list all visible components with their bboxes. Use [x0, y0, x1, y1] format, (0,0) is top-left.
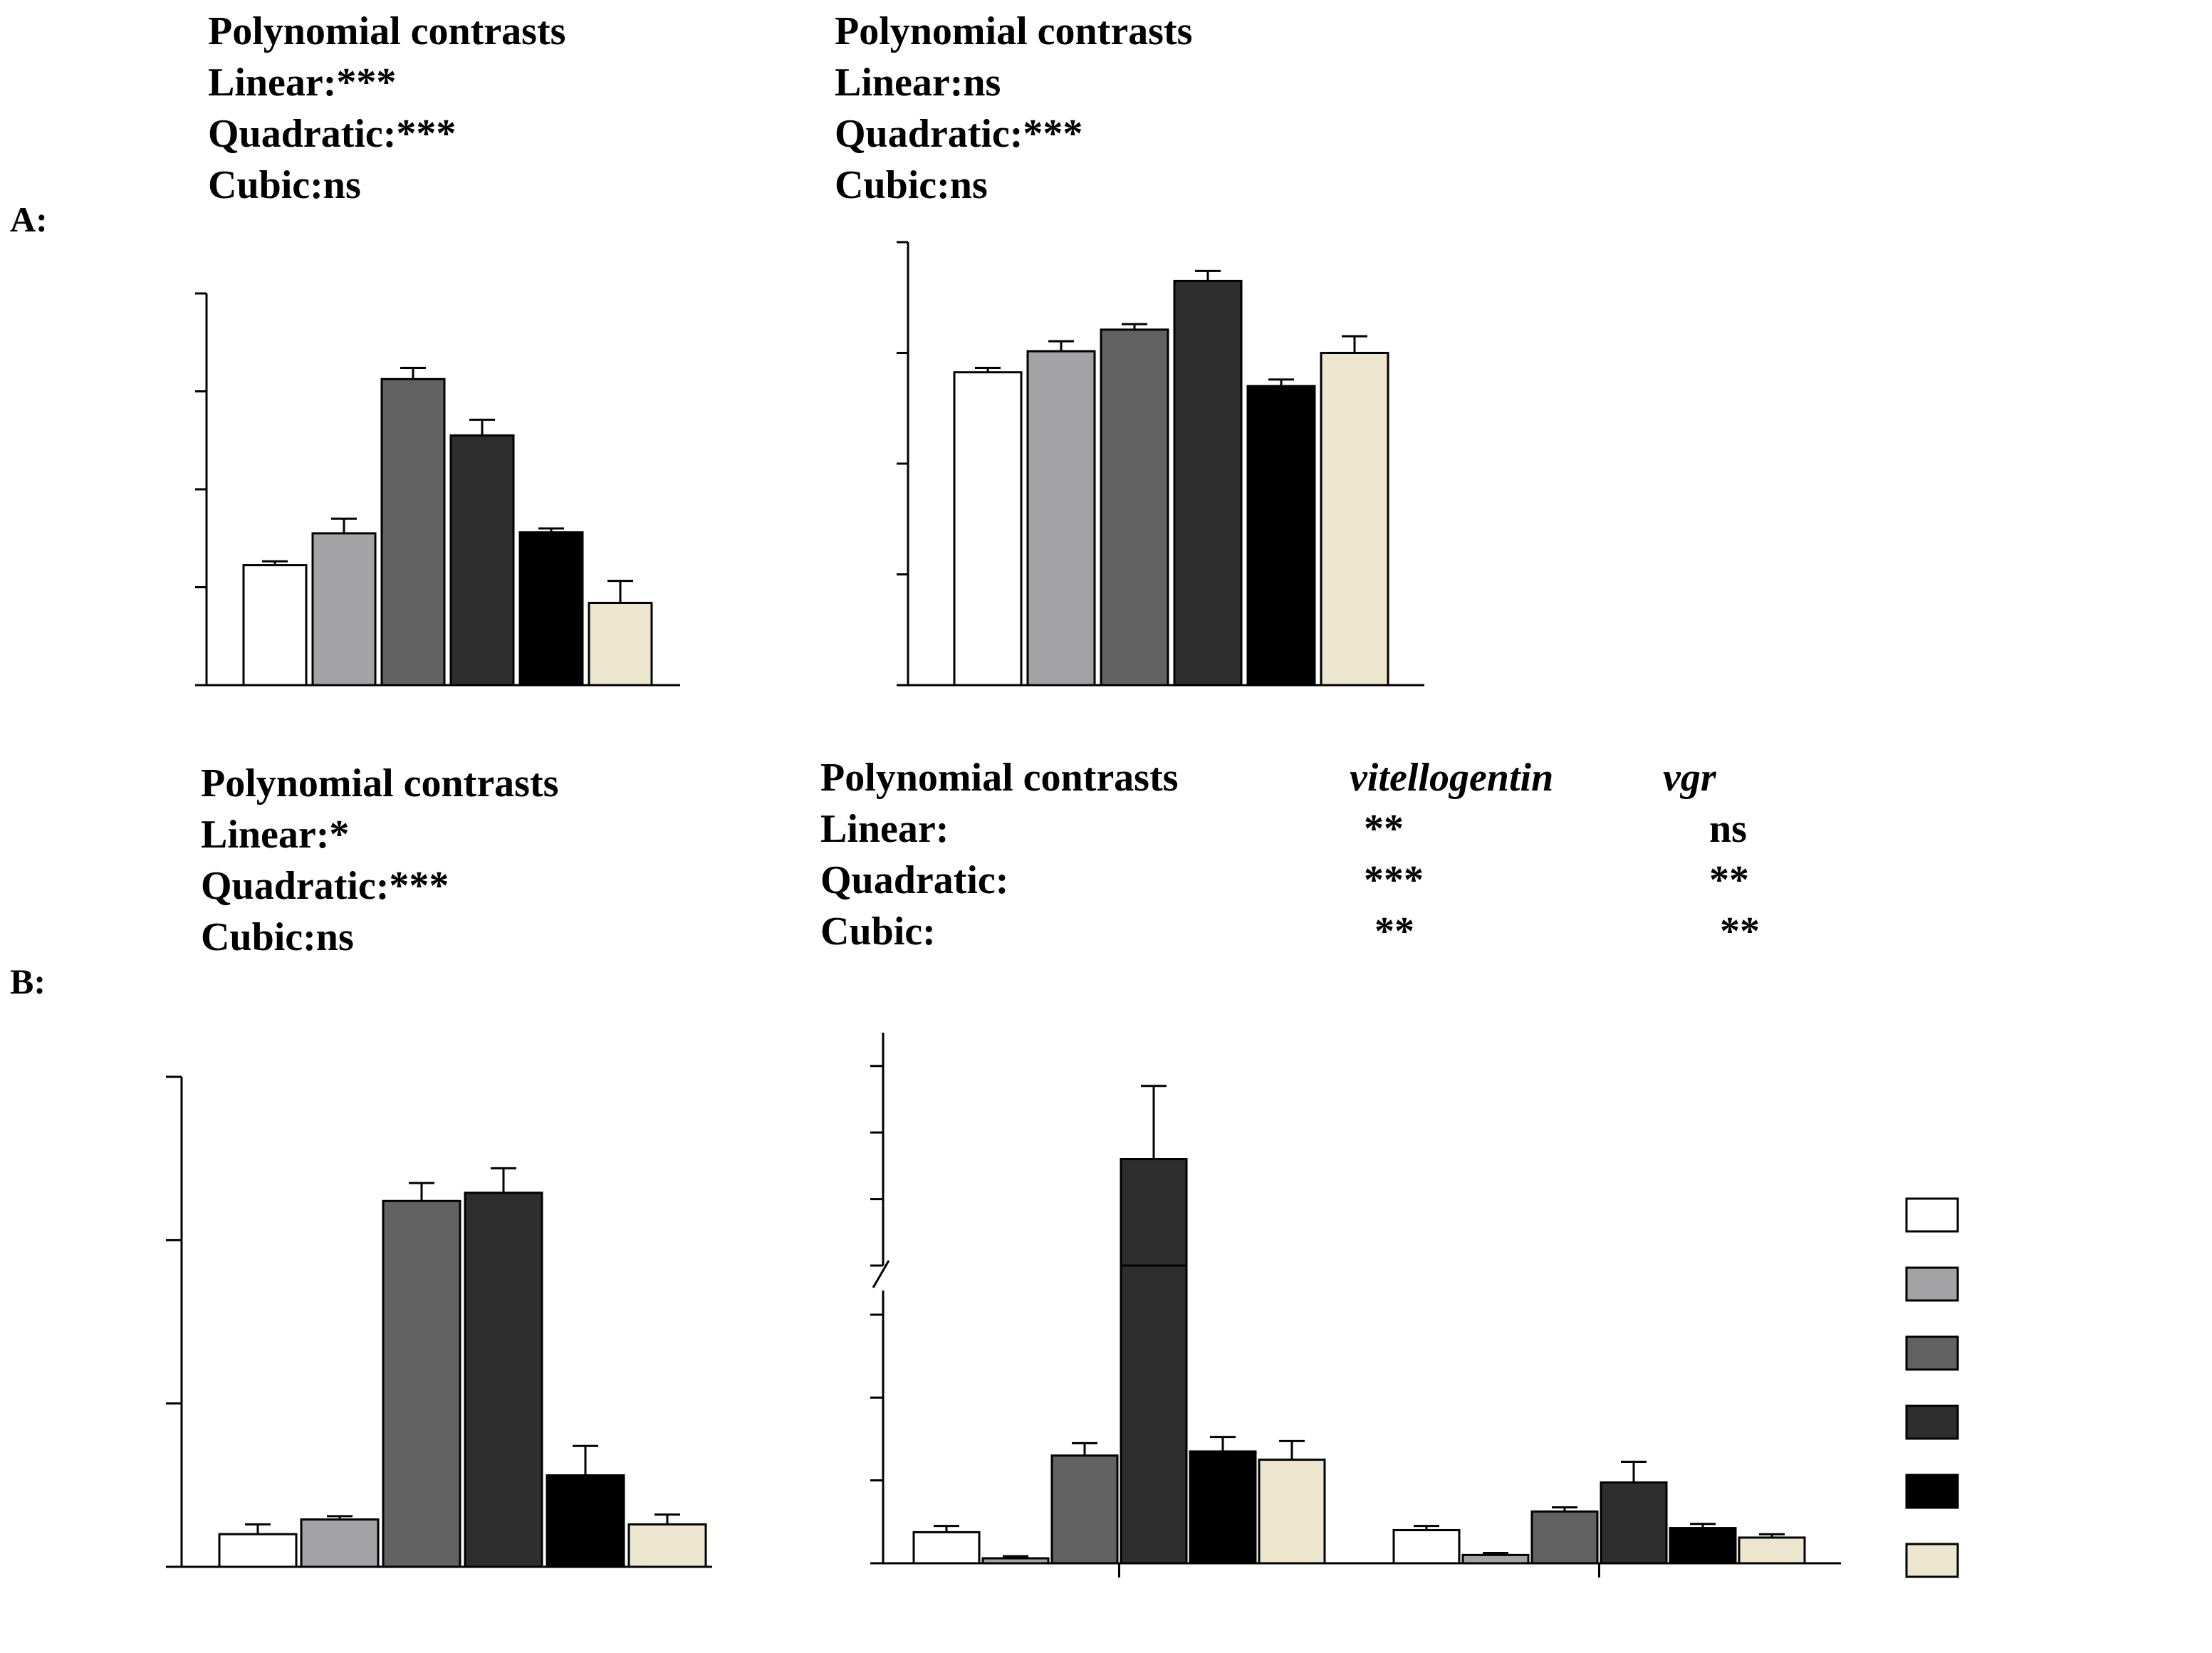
bar — [464, 1191, 543, 1568]
contrast-a2-header: Polynomial contrasts — [835, 9, 1192, 53]
chart-serum — [897, 241, 1424, 687]
bar — [546, 1474, 625, 1568]
contrast-b2-quadratic: Quadratic: — [820, 858, 1008, 902]
bar — [1189, 1450, 1257, 1565]
contrast-b2-linear: Linear: — [820, 807, 949, 851]
bar-upper — [1120, 1158, 1188, 1267]
chart-hepatopancreas — [195, 292, 680, 687]
contrast-a2-quadratic: Quadratic:*** — [835, 112, 1082, 156]
bar — [1173, 279, 1243, 687]
contrast-b2-quadratic-vit: *** — [1364, 858, 1424, 902]
legend-swatch — [1905, 1197, 1959, 1233]
contrast-b2-quadratic-vgr: ** — [1709, 858, 1749, 902]
contrasts-b2: Polynomial contrasts vitellogentin vgr L… — [820, 756, 1760, 954]
axis-break-mark — [872, 1260, 890, 1288]
contrast-b2-linear-vgr: ns — [1709, 807, 1747, 851]
bar — [627, 1523, 707, 1568]
contrast-b2-cubic: Cubic: — [820, 909, 936, 954]
bar — [981, 1557, 1050, 1565]
chart-gene-expression-broken-axis — [870, 1033, 1841, 1578]
bar — [1600, 1481, 1668, 1565]
bar — [1530, 1510, 1599, 1565]
contrasts-b1: Polynomial contrasts Linear:* Quadratic:… — [201, 761, 558, 959]
bar — [218, 1533, 298, 1568]
legend-swatch — [1905, 1335, 1959, 1371]
bar — [242, 564, 308, 687]
bar — [1320, 352, 1389, 687]
panel-label-a: A: — [10, 199, 48, 239]
contrasts-a2: Polynomial contrasts Linear:ns Quadratic… — [835, 9, 1192, 207]
legend-swatch — [1905, 1404, 1959, 1440]
bar — [311, 532, 377, 687]
contrast-a1-linear: Linear:*** — [208, 61, 396, 105]
bar — [449, 434, 515, 687]
bar — [1258, 1459, 1326, 1565]
bar — [1100, 328, 1169, 687]
contrast-b1-linear: Linear:* — [201, 813, 349, 857]
bar — [518, 531, 584, 687]
contrast-b2-linear-vit: ** — [1364, 807, 1404, 851]
contrast-a2-linear: Linear:ns — [835, 61, 1001, 105]
legend-swatch — [1905, 1474, 1959, 1509]
bar — [588, 602, 653, 687]
bar — [300, 1518, 380, 1568]
legend-swatch — [1905, 1266, 1959, 1302]
chart-vitellogenin-expression — [166, 1075, 712, 1568]
bar — [1738, 1536, 1806, 1565]
bar — [1026, 350, 1096, 687]
contrast-a1-header: Polynomial contrasts — [208, 9, 565, 53]
bar — [1246, 385, 1316, 687]
bar — [912, 1531, 981, 1565]
panel-label-b: B: — [10, 961, 46, 1001]
contrast-b2-col-vitellogentin: vitellogentin — [1350, 756, 1553, 800]
contrasts-a1: Polynomial contrasts Linear:*** Quadrati… — [208, 9, 565, 207]
contrast-b2-cubic-vgr: ** — [1720, 909, 1760, 954]
contrast-a2-cubic: Cubic:ns — [835, 163, 988, 207]
bar — [953, 371, 1023, 687]
bar — [380, 377, 446, 687]
contrast-a1-cubic: Cubic:ns — [208, 163, 361, 207]
contrast-b1-header: Polynomial contrasts — [201, 761, 558, 805]
legend — [1905, 1197, 1959, 1578]
bar — [382, 1199, 461, 1568]
bar — [1050, 1454, 1119, 1565]
bar — [1669, 1527, 1737, 1565]
contrast-b2-header: Polynomial contrasts — [820, 756, 1178, 800]
contrast-b2-col-vgr: vgr — [1663, 756, 1717, 800]
contrast-b1-quadratic: Quadratic:*** — [201, 864, 449, 908]
contrast-b2-cubic-vit: ** — [1374, 909, 1414, 954]
bar — [1461, 1553, 1530, 1565]
bar — [1392, 1528, 1461, 1565]
bar-lower — [1120, 1247, 1188, 1565]
contrast-b1-cubic: Cubic:ns — [201, 915, 354, 959]
contrast-a1-quadratic: Quadratic:*** — [208, 112, 456, 156]
legend-swatch — [1905, 1543, 1959, 1578]
